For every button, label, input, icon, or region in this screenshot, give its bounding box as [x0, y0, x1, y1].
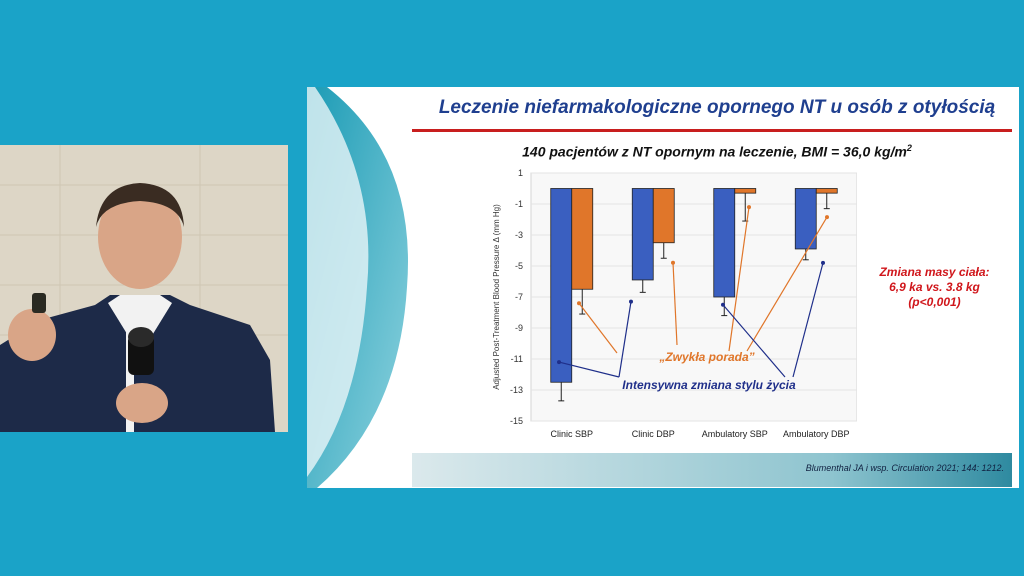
slide-subtitle: 140 pacjentów z NT opornym na leczenie, …: [437, 143, 997, 160]
bar: [631, 188, 654, 281]
bar: [713, 188, 736, 298]
subtitle-text: 140 pacjentów z NT opornym na leczenie, …: [522, 143, 907, 160]
annotation-arrow: [722, 304, 786, 378]
y-tick-label: -9: [515, 323, 523, 333]
presentation-slide: Leczenie niefarmakologiczne opornego NT …: [307, 87, 1019, 488]
annotation-arrow: [792, 262, 824, 378]
annotation-arrow: [558, 361, 620, 378]
bar: [734, 188, 757, 194]
speaker-illustration: [0, 145, 288, 432]
arrow-head: [557, 360, 561, 365]
title-rule: [412, 129, 1012, 132]
x-tick-label: Ambulatory DBP: [783, 429, 850, 439]
slide-title: Leczenie niefarmakologiczne opornego NT …: [438, 97, 996, 118]
weight-change-note: Zmiana masy ciała: 6,9 ka vs. 3.8 kg (p<…: [862, 265, 1007, 310]
slide-decoration: [307, 87, 408, 488]
weight-change-line1: Zmiana masy ciała:: [879, 265, 990, 279]
annotation-arrow: [578, 302, 618, 354]
arrow-head: [747, 205, 751, 210]
y-axis-label: Adjusted Post-Treatment Blood Pressure Δ…: [492, 204, 501, 390]
weight-change-line2: 6,9 ka vs. 3.8 kg: [889, 280, 980, 294]
x-tick-label: Clinic DBP: [632, 429, 675, 439]
bar: [652, 188, 675, 244]
annotation-arrow: [728, 207, 750, 352]
arrow-head: [825, 215, 829, 220]
y-tick-label: -1: [515, 199, 523, 209]
slide-footer: Blumenthal JA i wsp. Circulation 2021; 1…: [412, 453, 1012, 487]
arrow-head: [821, 260, 825, 265]
bar: [571, 188, 594, 290]
subtitle-superscript: 2: [906, 143, 912, 153]
arrow-head: [721, 302, 725, 307]
y-tick-label: -13: [510, 385, 523, 395]
annotation-intensive-lifestyle: Intensywna zmiana stylu życia: [622, 378, 796, 392]
bar-chart: 1 -1 -3 -5 -7 -9 -11 -13 -15 Adjusted Post-Treatm…: [492, 168, 857, 439]
speaker-video: [0, 145, 288, 432]
arrow-head: [577, 301, 581, 306]
arrow-head: [671, 260, 675, 265]
bar: [550, 188, 573, 383]
y-tick-label: -15: [510, 416, 523, 426]
bar: [815, 188, 838, 194]
x-tick-label: Ambulatory SBP: [702, 429, 768, 439]
y-tick-label: -11: [511, 354, 523, 364]
annotation-arrow: [672, 262, 678, 346]
x-tick-label: Clinic SBP: [550, 429, 593, 439]
annotation-usual-advice: „Zwykła porada”: [658, 350, 754, 364]
y-tick-label: -3: [515, 230, 523, 240]
citation: Blumenthal JA i wsp. Circulation 2021; 1…: [805, 463, 1004, 473]
annotation-arrow: [746, 216, 828, 352]
y-tick-label: 1: [518, 168, 523, 178]
annotation-arrow: [618, 301, 632, 378]
y-tick-label: -5: [515, 261, 523, 271]
y-tick-label: -7: [515, 292, 523, 302]
weight-change-line3: (p<0,001): [908, 295, 961, 309]
arrow-head: [629, 299, 633, 304]
